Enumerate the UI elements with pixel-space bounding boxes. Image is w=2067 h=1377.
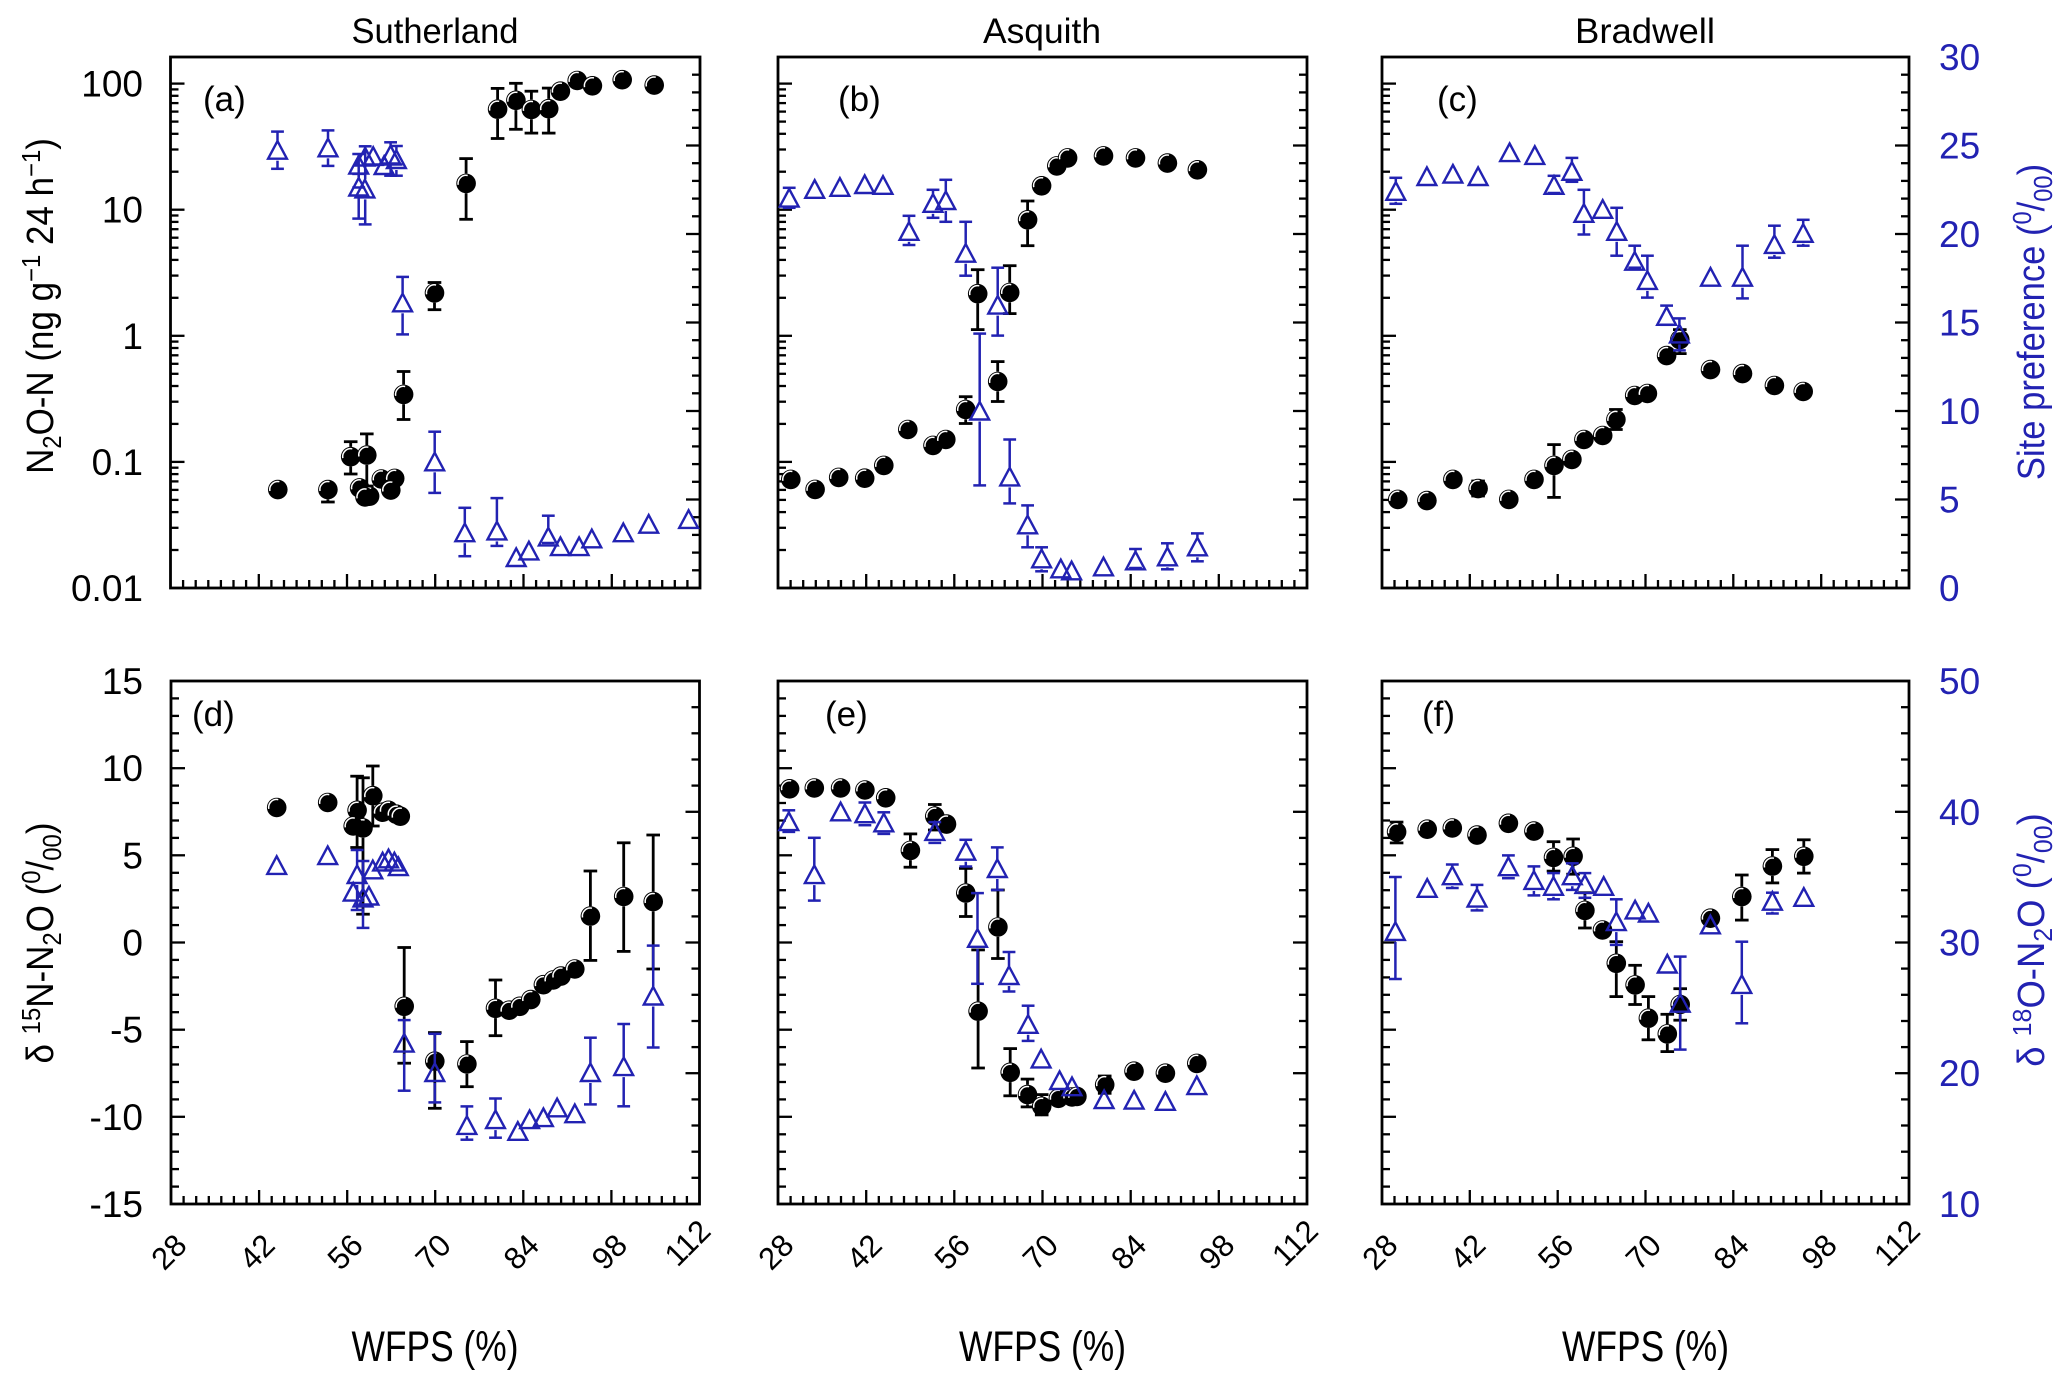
svg-text:10: 10 bbox=[1939, 1184, 1980, 1225]
svg-text:WFPS (%): WFPS (%) bbox=[959, 1323, 1126, 1371]
svg-text:Bradwell: Bradwell bbox=[1575, 12, 1715, 51]
svg-text:5: 5 bbox=[1939, 480, 1960, 521]
svg-text:30: 30 bbox=[1939, 37, 1980, 78]
svg-text:0.1: 0.1 bbox=[92, 442, 143, 483]
svg-text:0: 0 bbox=[1939, 568, 1960, 609]
svg-text:10: 10 bbox=[102, 748, 143, 789]
svg-text:Asquith: Asquith bbox=[983, 12, 1101, 51]
svg-text:(d): (d) bbox=[192, 695, 235, 734]
svg-text:Site preference (0/00): Site preference (0/00) bbox=[2009, 164, 2058, 480]
svg-text:15: 15 bbox=[1939, 303, 1980, 344]
svg-text:WFPS (%): WFPS (%) bbox=[1562, 1323, 1729, 1371]
svg-text:30: 30 bbox=[1939, 923, 1980, 964]
svg-text:15: 15 bbox=[102, 661, 143, 702]
svg-text:-15: -15 bbox=[90, 1184, 143, 1225]
svg-text:20: 20 bbox=[1939, 214, 1980, 255]
svg-text:0: 0 bbox=[122, 923, 143, 964]
svg-text:10: 10 bbox=[102, 190, 143, 231]
svg-text:10: 10 bbox=[1939, 391, 1980, 432]
svg-text:WFPS (%): WFPS (%) bbox=[352, 1323, 519, 1371]
svg-text:Sutherland: Sutherland bbox=[352, 12, 519, 51]
svg-text:(b): (b) bbox=[838, 80, 881, 119]
svg-text:1: 1 bbox=[122, 316, 143, 357]
svg-text:5: 5 bbox=[122, 835, 143, 876]
svg-text:25: 25 bbox=[1939, 126, 1980, 167]
svg-text:-10: -10 bbox=[90, 1097, 143, 1138]
svg-text:(a): (a) bbox=[203, 80, 246, 119]
svg-text:0.01: 0.01 bbox=[71, 568, 143, 609]
svg-text:40: 40 bbox=[1939, 792, 1980, 833]
svg-text:50: 50 bbox=[1939, 661, 1980, 702]
svg-text:-5: -5 bbox=[110, 1010, 143, 1051]
svg-text:N2O-N (ng g−1 24 h−1): N2O-N (ng g−1 24 h−1) bbox=[17, 138, 67, 474]
svg-text:(f): (f) bbox=[1422, 695, 1455, 734]
svg-text:(c): (c) bbox=[1437, 80, 1478, 119]
svg-text:20: 20 bbox=[1939, 1053, 1980, 1094]
svg-text:100: 100 bbox=[81, 64, 143, 105]
svg-text:(e): (e) bbox=[825, 695, 868, 734]
